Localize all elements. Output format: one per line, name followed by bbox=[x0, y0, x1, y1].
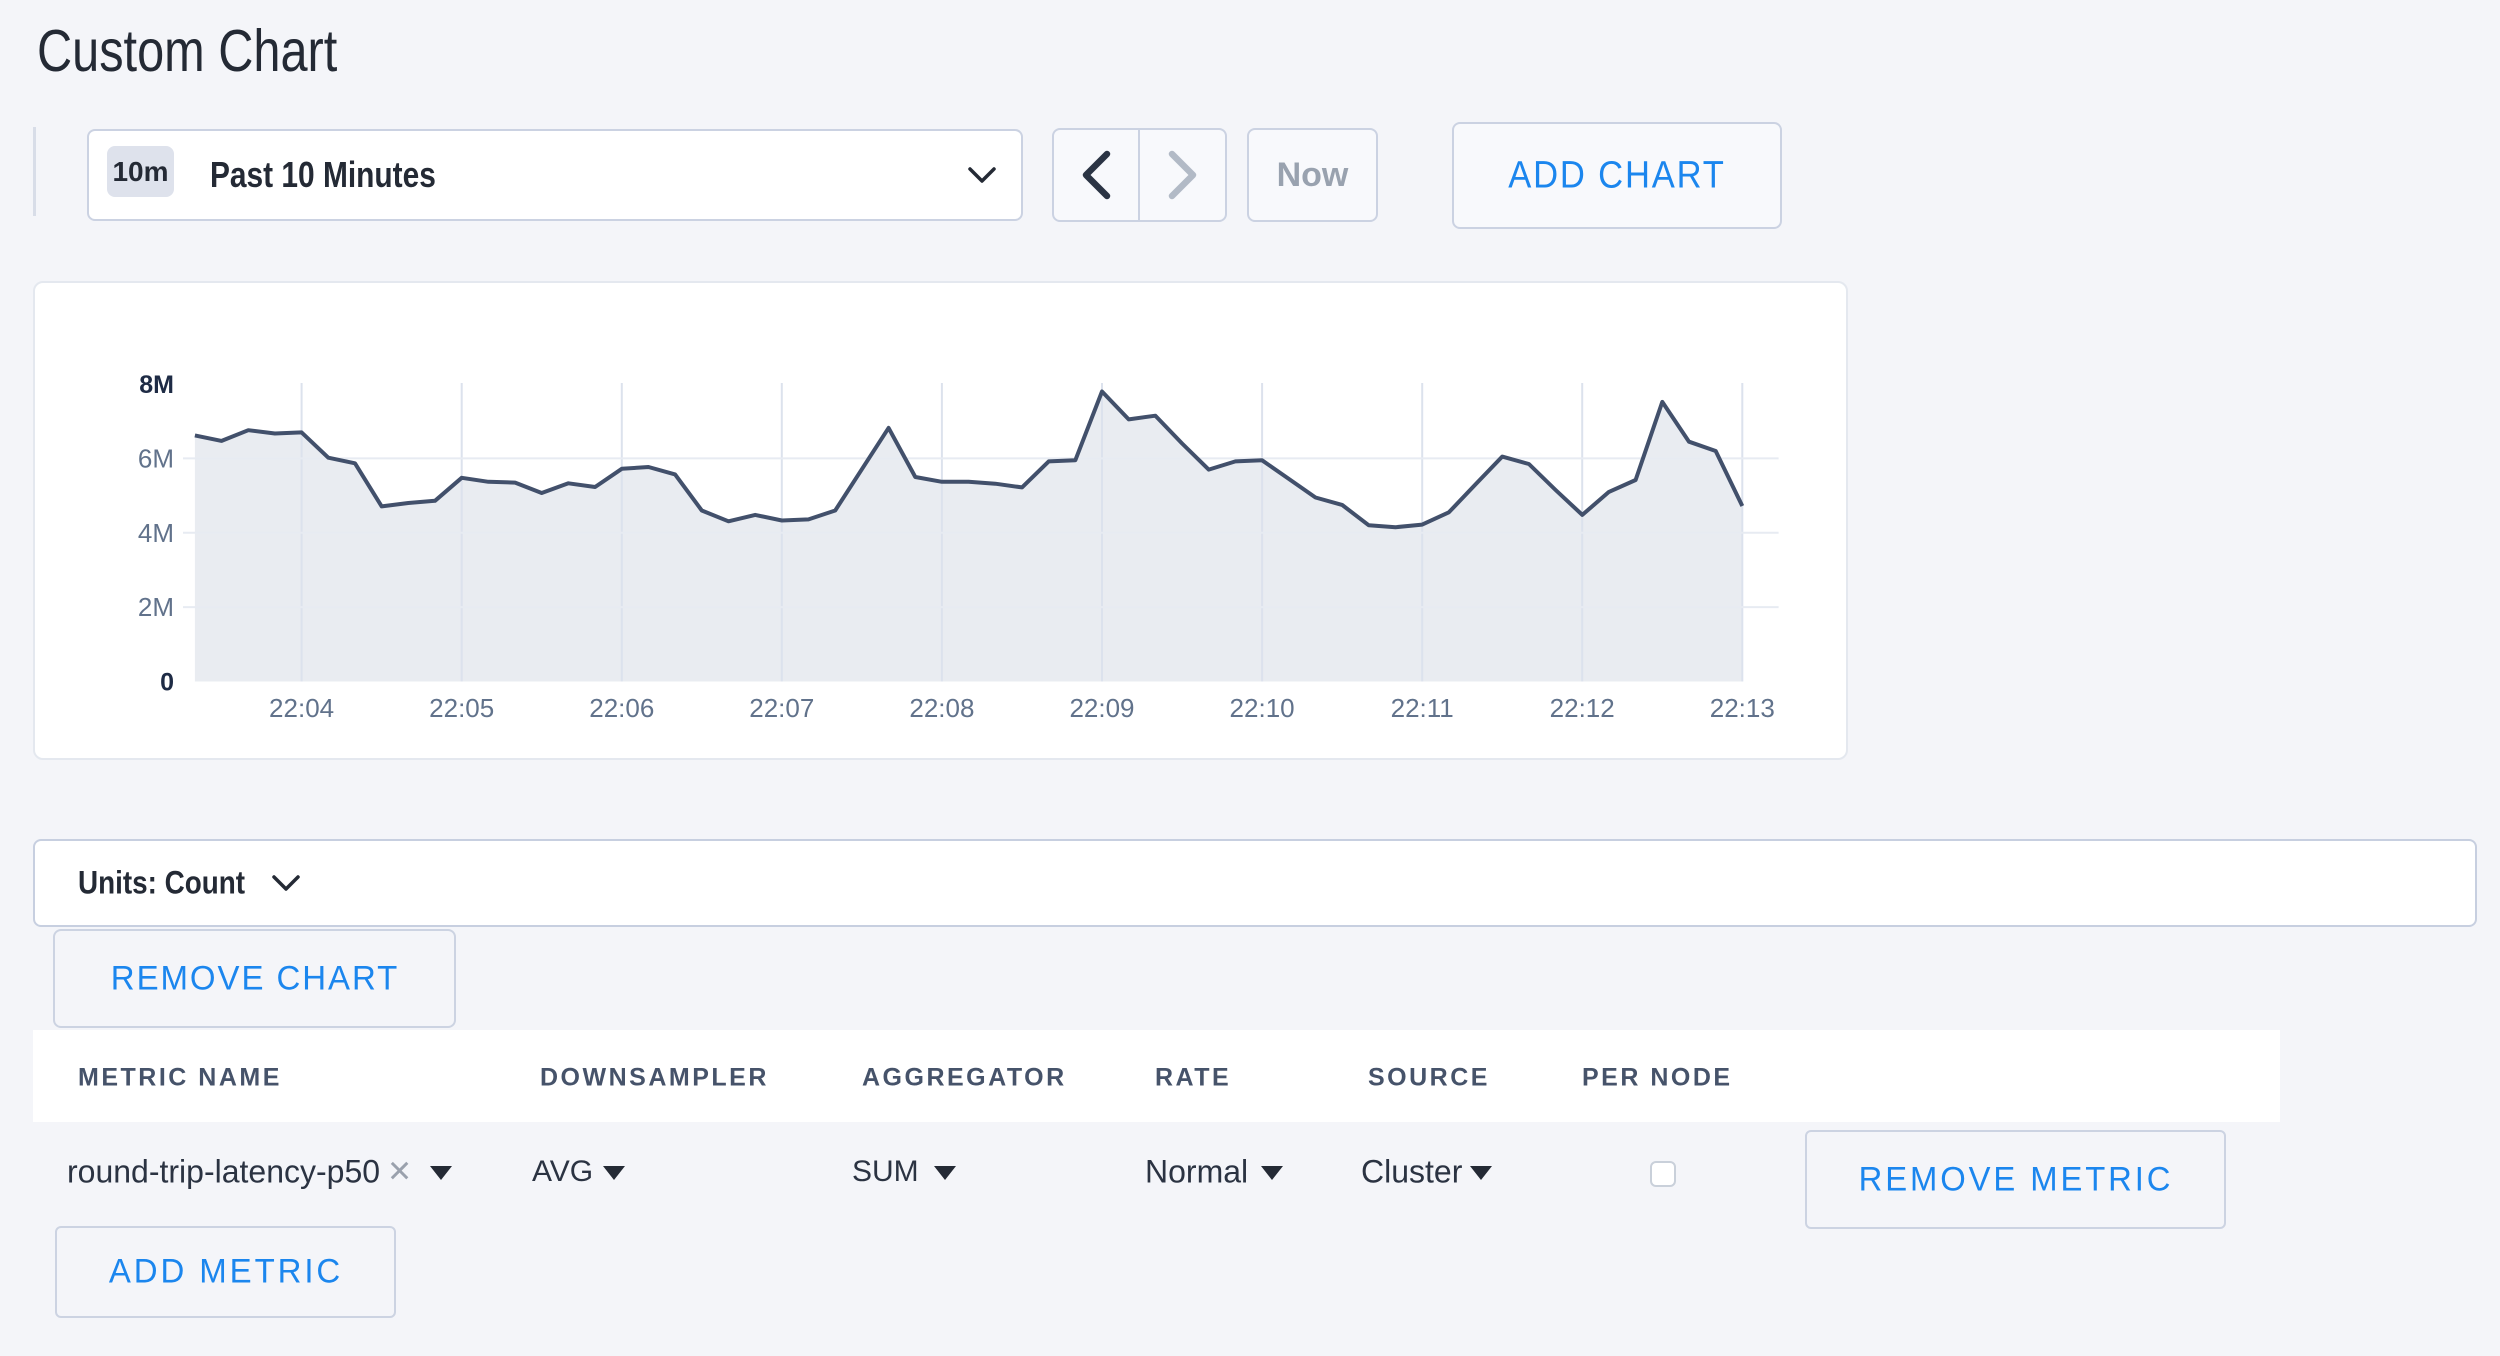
svg-text:22:10: 22:10 bbox=[1230, 693, 1295, 723]
svg-text:22:08: 22:08 bbox=[909, 693, 974, 723]
svg-text:22:13: 22:13 bbox=[1710, 693, 1775, 723]
svg-text:6M: 6M bbox=[138, 443, 174, 473]
svg-text:22:06: 22:06 bbox=[589, 693, 654, 723]
svg-text:8M: 8M bbox=[139, 371, 174, 399]
svg-text:22:12: 22:12 bbox=[1550, 693, 1615, 723]
svg-text:2M: 2M bbox=[138, 592, 174, 622]
svg-text:22:09: 22:09 bbox=[1069, 693, 1134, 723]
svg-text:4M: 4M bbox=[138, 518, 174, 548]
svg-text:22:11: 22:11 bbox=[1391, 693, 1454, 723]
svg-text:22:07: 22:07 bbox=[749, 693, 814, 723]
svg-text:22:04: 22:04 bbox=[269, 693, 334, 723]
svg-text:22:05: 22:05 bbox=[429, 693, 494, 723]
svg-text:0: 0 bbox=[160, 669, 174, 697]
